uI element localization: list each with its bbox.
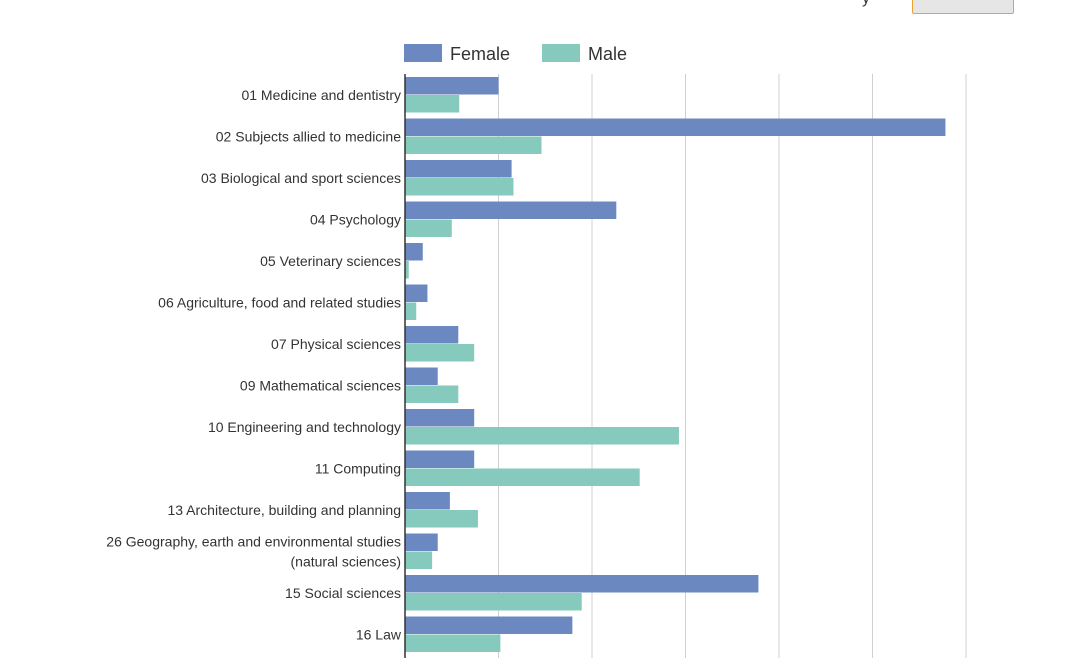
bar-male-6 (405, 344, 475, 362)
bar-female-12 (405, 575, 759, 593)
bar-female-11 (405, 533, 438, 551)
category-label-6: 07 Physical sciences (271, 336, 401, 352)
category-label-1: 02 Subjects allied to medicine (216, 129, 401, 145)
bar-male-11 (405, 551, 433, 569)
bar-male-4 (405, 261, 409, 279)
category-label-line: 15 Social sciences (285, 585, 401, 601)
bar-male-13 (405, 634, 501, 652)
legend: Female Male (404, 44, 627, 64)
corner-label: y (862, 0, 870, 8)
category-label-line: 10 Engineering and technology (208, 419, 401, 435)
category-label-9: 11 Computing (315, 461, 401, 477)
category-label-12: 15 Social sciences (285, 585, 401, 601)
bar-male-8 (405, 427, 679, 445)
bars (405, 77, 946, 652)
legend-label-female: Female (450, 44, 510, 64)
bar-male-10 (405, 510, 478, 528)
category-label-0: 01 Medicine and dentistry (241, 87, 401, 103)
category-label-11: 26 Geography, earth and environmental st… (106, 534, 401, 570)
legend-swatch-male (542, 44, 580, 62)
category-label-7: 09 Mathematical sciences (240, 378, 401, 394)
bar-female-1 (405, 118, 946, 136)
bar-male-7 (405, 385, 459, 403)
legend-label-male: Male (588, 44, 627, 64)
category-label-line: 04 Psychology (310, 212, 401, 228)
category-labels: 01 Medicine and dentistry 02 Subjects all… (106, 87, 402, 643)
category-label-8: 10 Engineering and technology (208, 419, 401, 435)
category-label-2: 03 Biological and sport sciences (201, 170, 401, 186)
bar-male-1 (405, 136, 542, 154)
category-label-line: 26 Geography, earth and environmental st… (106, 534, 401, 550)
options-button[interactable] (912, 0, 1014, 14)
category-label-4: 05 Veterinary sciences (260, 253, 401, 269)
category-label-line: 01 Medicine and dentistry (241, 87, 401, 103)
bar-female-0 (405, 77, 499, 95)
legend-swatch-female (404, 44, 442, 62)
category-label-line: 05 Veterinary sciences (260, 253, 401, 269)
bar-female-6 (405, 326, 459, 344)
category-label-10: 13 Architecture, building and planning (167, 502, 401, 518)
bar-female-4 (405, 243, 423, 261)
bar-male-2 (405, 178, 514, 196)
bar-female-8 (405, 409, 475, 427)
category-label-line: 11 Computing (315, 461, 401, 477)
bar-female-13 (405, 616, 573, 634)
bar-female-9 (405, 450, 475, 468)
bar-female-2 (405, 160, 512, 178)
bar-female-10 (405, 492, 450, 510)
category-label-line: 06 Agriculture, food and related studies (158, 295, 401, 311)
category-label-line: (natural sciences) (291, 554, 402, 570)
category-label-line: 07 Physical sciences (271, 336, 401, 352)
category-label-line: 02 Subjects allied to medicine (216, 129, 401, 145)
bar-male-0 (405, 95, 460, 113)
bar-male-12 (405, 593, 582, 611)
category-label-5: 06 Agriculture, food and related studies (158, 295, 401, 311)
bar-female-3 (405, 201, 617, 219)
bar-male-3 (405, 219, 452, 237)
bar-female-5 (405, 284, 428, 302)
category-label-line: 09 Mathematical sciences (240, 378, 401, 394)
category-label-3: 04 Psychology (310, 212, 401, 228)
category-label-13: 16 Law (356, 627, 402, 643)
category-label-line: 13 Architecture, building and planning (167, 502, 401, 518)
category-label-line: 03 Biological and sport sciences (201, 170, 401, 186)
bar-male-9 (405, 468, 640, 486)
category-label-line: 16 Law (356, 627, 402, 643)
gridlines (498, 74, 967, 658)
bar-female-7 (405, 367, 438, 385)
bar-male-5 (405, 302, 417, 320)
